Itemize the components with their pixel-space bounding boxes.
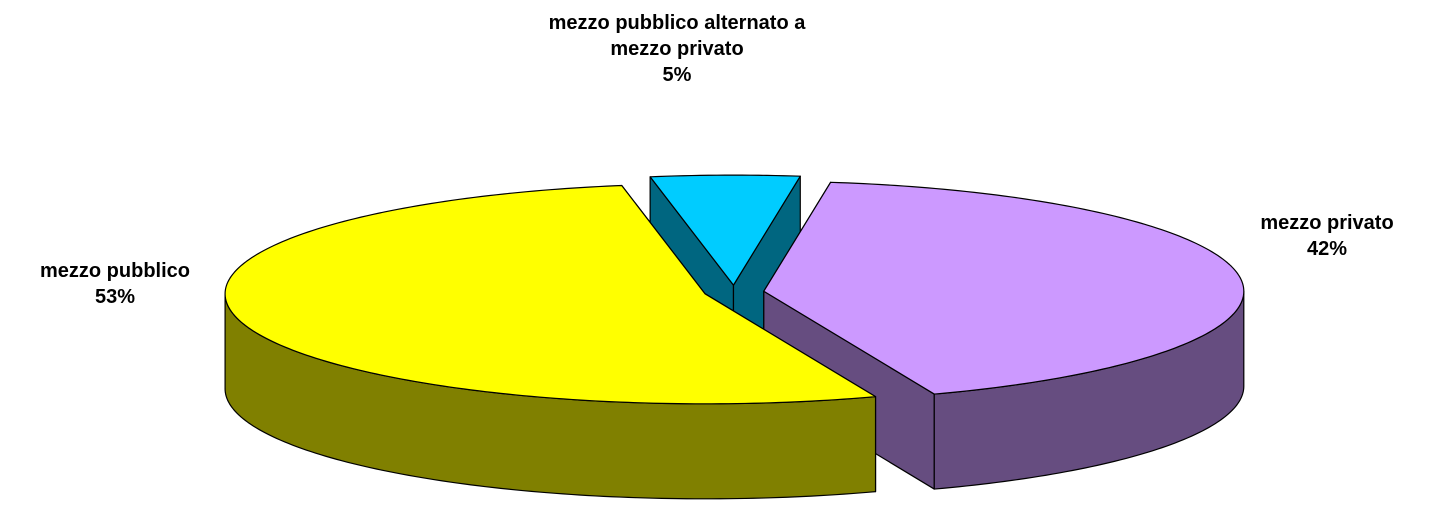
pie-slice (224, 184, 877, 500)
pie-slice (763, 181, 1245, 490)
slice-label: mezzo pubblico alternato a mezzo privato… (542, 10, 812, 88)
slice-top (649, 174, 801, 286)
value-label: 5% (662, 64, 692, 86)
category-label: mezzo pubblico (40, 260, 190, 282)
category-label: mezzo privato (1260, 212, 1394, 234)
category-label: mezzo pubblico alternato a mezzo privato (548, 12, 806, 60)
slice-top (763, 181, 1245, 395)
value-label: 42% (1306, 238, 1348, 260)
slice-label: mezzo privato 42% (1217, 210, 1432, 262)
value-label: 53% (94, 286, 136, 308)
slice-label: mezzo pubblico 53% (5, 258, 225, 310)
slice-top (224, 184, 877, 405)
